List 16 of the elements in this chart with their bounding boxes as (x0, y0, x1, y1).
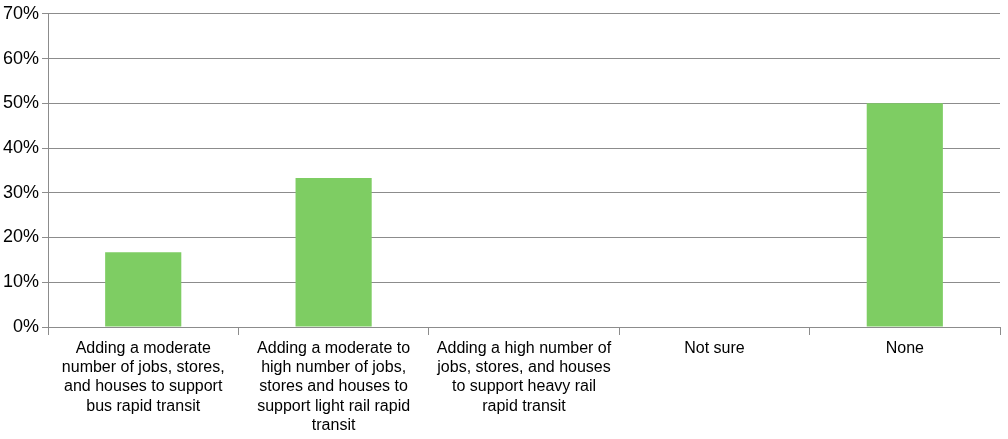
y-tick-label: 10% (3, 271, 40, 292)
x-tick-label: Adding a high number of jobs, stores, and houses to support heavy rail rapid transit (436, 339, 612, 414)
y-tick-label: 40% (3, 137, 40, 157)
y-tick-label: 30% (3, 181, 40, 202)
y-tick-label: 70% (3, 2, 40, 23)
y-tick-label: 20% (3, 226, 40, 247)
y-tick-label: 60% (3, 47, 40, 68)
bar (295, 178, 372, 327)
x-tick-label: Adding a moderate to high number of jobs, stores and houses to support light rail rapid transit (257, 339, 411, 433)
y-tick-label: 0% (13, 315, 40, 336)
x-tick-label: Not sure (684, 339, 745, 357)
x-tick-label: Adding a moderate number of jobs, stores, and houses to support bus rapid transit (61, 339, 225, 414)
y-tick-label: 50% (3, 92, 40, 113)
x-tick-label: None (885, 339, 925, 357)
bar (105, 252, 182, 327)
bar (866, 103, 943, 327)
